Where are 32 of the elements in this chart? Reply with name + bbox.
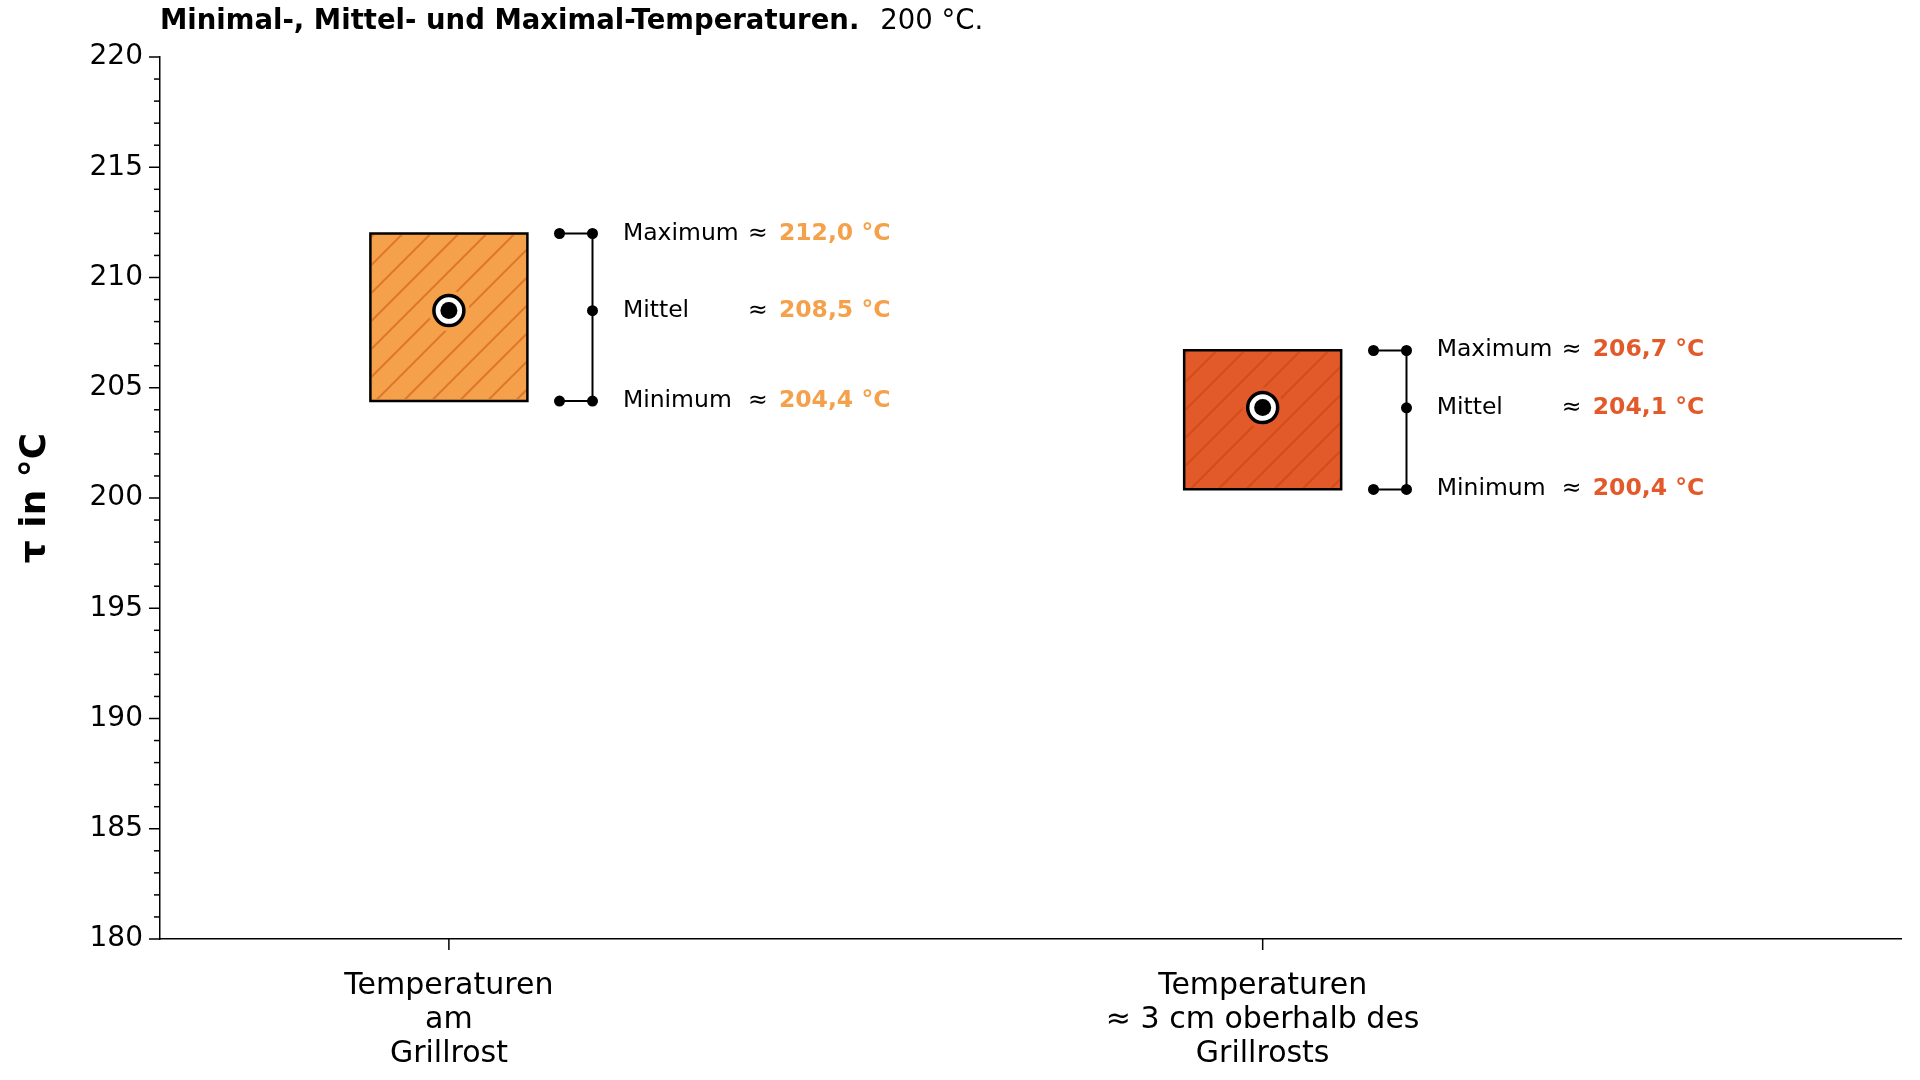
annotation: Mittel bbox=[1436, 391, 1503, 420]
y-tick-label: 215 bbox=[89, 148, 143, 182]
x-tick-label: Temperaturen ≈ 3 cm oberhalb des Grillrosts bbox=[1105, 965, 1420, 1069]
annotation: ≈ bbox=[1561, 334, 1582, 363]
annotation: 208,5 °C bbox=[778, 294, 891, 323]
annotation: Minimum bbox=[1436, 473, 1546, 502]
chart-title: Minimal-, Mittel- und Maximal-Temperaturen. bbox=[160, 3, 860, 36]
annotation: 204,1 °C bbox=[1592, 391, 1705, 420]
annotation: 204,4 °C bbox=[778, 385, 891, 414]
annotation: ≈ bbox=[747, 385, 768, 414]
y-tick-label: 185 bbox=[89, 810, 143, 844]
x-tick-label: Temperaturen am Grillrost bbox=[343, 965, 554, 1069]
annotation: Maximum bbox=[622, 217, 739, 246]
annotation: ≈ bbox=[747, 217, 768, 246]
y-axis-title: τ in °C bbox=[11, 432, 53, 564]
y-tick-label: 205 bbox=[89, 369, 143, 403]
annotation: Maximum bbox=[1436, 334, 1553, 363]
annotation: ≈ bbox=[1561, 473, 1582, 502]
y-tick-label: 195 bbox=[89, 589, 143, 623]
annotation: 200,4 °C bbox=[1592, 473, 1705, 502]
annotation: 206,7 °C bbox=[1592, 334, 1705, 363]
y-tick-label: 220 bbox=[89, 38, 143, 72]
annotation: Minimum bbox=[622, 385, 732, 414]
annotation: ≈ bbox=[1561, 391, 1582, 420]
y-tick-label: 200 bbox=[89, 479, 143, 513]
annotation: ≈ bbox=[747, 294, 768, 323]
annotation: 212,0 °C bbox=[778, 217, 891, 246]
y-tick-label: 180 bbox=[89, 920, 143, 954]
annotation: Mittel bbox=[622, 294, 690, 323]
y-tick-label: 190 bbox=[89, 699, 143, 733]
y-tick-label: 210 bbox=[89, 258, 143, 292]
chart-subtitle: 200 °C. bbox=[880, 3, 984, 36]
